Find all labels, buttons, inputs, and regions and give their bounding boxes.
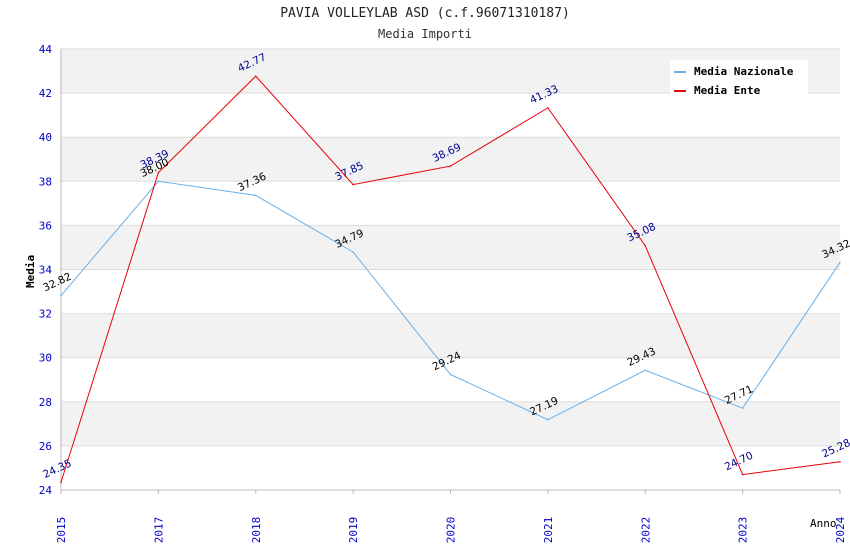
data-point-media-ente: [644, 244, 647, 247]
y-tick-label: 30: [39, 352, 52, 365]
grid-band: [61, 137, 840, 182]
x-tick-label: 2018: [250, 517, 263, 544]
data-point-media-ente: [60, 481, 62, 484]
x-tick-label: 2015: [55, 517, 68, 544]
data-point-media-ente: [157, 171, 160, 174]
grid-lines: [61, 48, 840, 491]
x-axis-ticks: 2015 2017 2018 2019 2020 2021 2022 2023 2024: [55, 490, 847, 543]
data-point-media-ente: [839, 460, 841, 463]
grid-band: [61, 401, 840, 446]
series-line-media-nazionale: [60, 180, 841, 421]
x-tick-label: 2024: [834, 516, 847, 543]
y-tick-label: 44: [39, 43, 53, 56]
y-tick-label: 26: [39, 440, 52, 453]
legend-label: Media Ente: [694, 84, 761, 97]
legend: Media Nazionale Media Ente: [670, 60, 808, 100]
y-tick-label: 24: [39, 484, 53, 497]
y-tick-label: 36: [39, 219, 52, 232]
data-point-media-nazionale: [60, 294, 62, 297]
data-point-media-nazionale: [741, 407, 744, 409]
y-tick-label: 40: [39, 131, 52, 144]
data-point-media-ente: [254, 75, 257, 77]
x-tick-label: 2020: [445, 517, 458, 544]
legend-swatch-media-nazionale: [674, 70, 686, 73]
data-point-media-nazionale: [254, 194, 257, 197]
plot-bands: [61, 49, 840, 446]
data-point-media-nazionale: [839, 261, 841, 264]
data-point-media-ente: [449, 165, 452, 167]
y-tick-label: 34: [39, 264, 53, 277]
chart-subtitle: Media Importi: [378, 27, 472, 41]
legend-label: Media Nazionale: [694, 65, 794, 78]
data-point-media-nazionale: [449, 373, 452, 376]
data-label-media-ente: 24.35: [41, 457, 73, 481]
data-point-media-nazionale: [157, 180, 160, 183]
data-label-media-ente: 24.70: [723, 450, 755, 474]
y-axis-ticks: 24 26 28 30 32 34 36 38 40 42 44: [39, 43, 53, 497]
y-tick-label: 42: [39, 87, 52, 100]
grid-band: [61, 313, 840, 358]
y-tick-label: 28: [39, 396, 52, 409]
grid-band: [61, 225, 840, 270]
data-point-media-nazionale: [547, 418, 549, 421]
data-point-media-ente: [741, 473, 744, 476]
x-tick-label: 2023: [737, 517, 750, 544]
data-point-media-nazionale: [352, 251, 354, 253]
x-tick-label: 2017: [152, 517, 165, 544]
chart-title: PAVIA VOLLEYLAB ASD (c.f.96071310187): [280, 6, 570, 21]
y-axis-label: Media: [24, 254, 37, 288]
series-lines: [60, 75, 841, 484]
x-axis-label: Anno: [810, 517, 837, 530]
x-tick-label: 2021: [542, 517, 555, 544]
x-tick-label: 2022: [639, 517, 652, 544]
data-point-media-nazionale: [644, 369, 647, 372]
legend-item-media-nazionale: Media Nazionale: [674, 65, 793, 78]
data-point-media-ente: [547, 107, 549, 109]
legend-item-media-ente: Media Ente: [674, 84, 760, 97]
y-tick-label: 38: [39, 175, 52, 188]
data-point-media-ente: [352, 183, 354, 186]
legend-swatch-media-ente: [674, 89, 686, 92]
x-tick-label: 2019: [347, 517, 360, 544]
y-tick-label: 32: [39, 308, 52, 321]
